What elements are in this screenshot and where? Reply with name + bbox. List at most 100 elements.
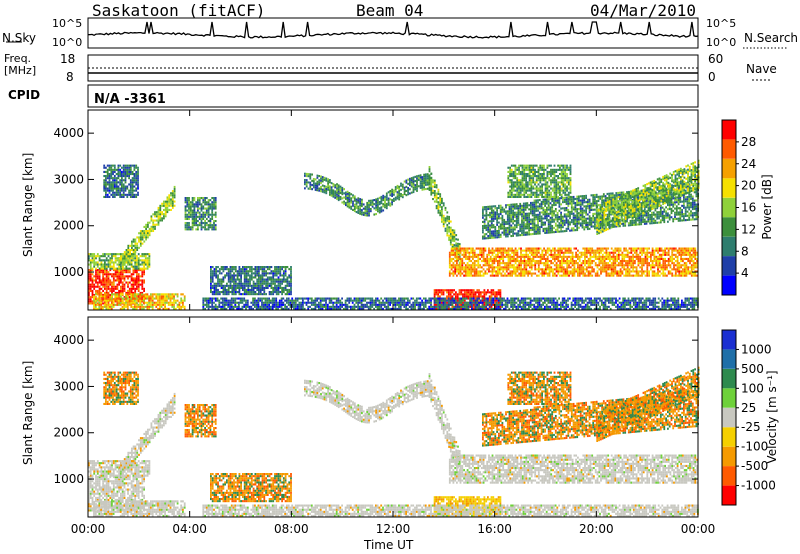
power-cell [692,264,695,267]
power-cell [450,264,453,267]
power-cell [516,264,519,267]
power-cell [119,307,122,310]
power-cell [548,270,551,273]
power-cell [425,181,427,184]
power-cell [100,291,103,294]
power-cell [113,191,116,194]
power-cell [662,253,665,256]
power-cell [499,213,502,216]
power-cell [103,195,106,198]
power-cell [416,177,418,180]
power-cell [198,199,201,202]
power-cell [559,255,561,258]
power-cell [213,270,216,273]
power-cell [507,272,510,275]
power-cell [536,260,538,263]
power-cell [249,268,251,271]
power-cell [508,228,511,231]
power-cell [423,182,425,185]
power-cell [109,305,111,308]
power-cell [125,291,128,294]
power-cell [207,209,210,212]
power-cell [288,276,291,279]
power-cell [150,305,152,308]
power-cell [617,247,620,250]
power-cell [437,291,439,294]
power-cell [653,264,656,267]
power-cell [575,260,577,263]
power-cell [215,288,218,291]
power-cell [184,213,187,216]
power-cell [545,262,547,265]
power-cell [441,197,443,200]
power-cell [316,174,319,177]
power-cell [188,217,190,220]
power-cell [455,234,458,237]
power-cell [489,264,492,267]
power-cell [450,257,453,260]
power-cell [566,251,569,254]
power-cell [660,272,663,275]
power-cell [682,272,684,275]
power-cell [186,205,189,208]
power-cell [112,181,114,184]
power-cell [552,262,554,265]
power-cell [617,253,620,256]
power-cell [522,206,525,209]
power-cell [523,255,526,258]
power-cell [236,272,239,275]
power-cell [562,253,565,256]
power-cell [103,164,106,167]
power-cell [107,298,110,301]
power-cell [676,268,679,271]
power-cell [238,270,241,273]
power-cell [387,203,390,206]
power-cell [373,199,376,202]
power-cell [323,187,326,190]
power-cell [515,219,518,222]
power-cell [361,213,363,216]
power-cell [227,278,230,281]
power-cell [671,253,674,256]
power-cell [343,202,345,205]
power-cell [134,303,136,306]
power-cell [166,200,169,203]
power-cell [400,195,402,198]
power-cell [669,260,672,263]
power-cell [139,303,142,306]
power-cell [130,297,133,300]
power-cell [88,294,90,297]
power-cell [238,286,241,289]
power-cell [416,189,418,192]
power-cell [282,270,285,273]
power-cell [564,270,567,273]
power-cell [678,249,681,252]
power-cell [517,215,520,218]
power-cell [459,266,462,269]
power-cell [580,255,583,258]
power-cell [220,278,223,281]
power-cell [521,255,524,258]
power-cell [657,274,659,277]
power-cell [428,178,431,181]
power-cell [522,223,525,226]
power-cell [314,186,317,189]
power-cell [231,286,234,289]
power-cell [234,293,237,296]
power-cell [524,223,527,226]
power-cell [135,193,138,196]
power-cell [584,247,586,250]
power-cell [132,257,135,260]
power-cell [279,284,282,287]
power-cell [103,295,106,298]
power-cell [195,220,198,223]
power-cell [337,184,340,187]
power-cell [491,262,494,265]
power-cell [258,278,260,281]
power-cell [141,263,144,266]
power-cell [353,195,356,198]
power-cell [472,255,474,258]
power-cell [614,264,617,267]
power-cell [508,210,511,213]
power-cell [102,273,104,276]
